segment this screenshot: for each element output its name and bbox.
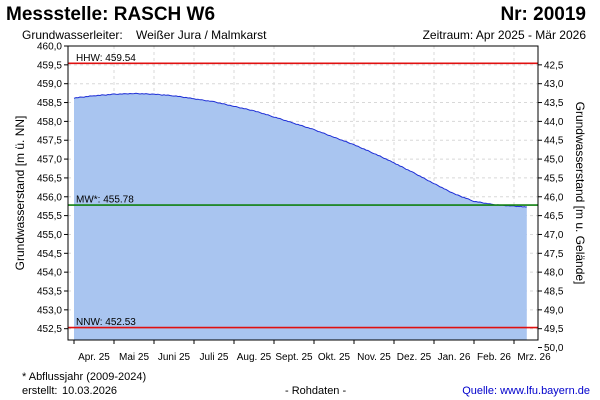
created-label: erstellt:	[22, 385, 58, 397]
y-axis-title: Grundwasserstand [m ü. NN]	[13, 116, 27, 271]
area-layer	[73, 92, 527, 340]
station-number: Nr: 20019	[500, 4, 586, 25]
y2-tick-label: 46,0	[544, 192, 564, 203]
y2-tick-label: 44,0	[544, 117, 564, 128]
y2-tick-label: 45,5	[544, 173, 564, 184]
y-tick-label: 458,0	[37, 117, 62, 128]
y2-tick-label: 46,5	[544, 211, 564, 222]
y-tick-label: 454,5	[37, 249, 62, 260]
y-tick-label: 459,0	[37, 79, 62, 90]
station-title: Messstelle: RASCH W6	[6, 4, 216, 25]
x-tick-label: Jan. 26	[438, 352, 471, 363]
water-level-area	[74, 93, 527, 340]
y2-tick-label: 42,5	[544, 60, 564, 71]
y2-tick-label: 49,0	[544, 305, 564, 316]
period-label: Zeitraum: Apr 2025 - Mär 2026	[422, 28, 586, 42]
y2-tick-label: 45,0	[544, 155, 564, 166]
y2-tick-label: 47,5	[544, 249, 564, 260]
y2-tick-label: 48,0	[544, 268, 564, 279]
aquifer-value: Weißer Jura / Malmkarst	[136, 28, 267, 42]
y2-tick-label: 49,5	[544, 324, 564, 335]
y-tick-label: 457,0	[37, 155, 62, 166]
mw-line-label: MW*: 455.78	[76, 195, 134, 206]
x-tick-label: Dez. 25	[397, 352, 432, 363]
y-tick-label: 457,5	[37, 136, 62, 147]
y2-axis-title: Grundwasserstand [m u. Gelände]	[573, 102, 587, 285]
y-tick-label: 454,0	[37, 268, 62, 279]
reference-lines: HHW: 459.54 MW*: 455.78 NNW: 452.53	[68, 53, 538, 329]
x-tick-label: Juni 25	[158, 352, 191, 363]
y2-tick-label: 48,5	[544, 287, 564, 298]
y-tick-label: 453,0	[37, 305, 62, 316]
y-tick-label: 456,5	[37, 173, 62, 184]
x-tick-label: Aug. 25	[237, 352, 272, 363]
footnote: * Abflussjahr (2009-2024)	[22, 371, 147, 383]
y-tick-label: 459,5	[37, 60, 62, 71]
x-tick-label: Juli 25	[200, 352, 229, 363]
source-link[interactable]: www.lfu.bayern.de	[500, 385, 590, 397]
y2-tick-label: 47,0	[544, 230, 564, 241]
x-tick-label: Mrz. 26	[517, 352, 551, 363]
source[interactable]: Quelle: www.lfu.bayern.de	[462, 385, 590, 397]
created-date: 10.03.2026	[62, 385, 118, 397]
y-tick-label: 452,5	[37, 324, 62, 335]
y-tick-label: 456,0	[37, 192, 62, 203]
aquifer-label: Grundwasserleiter:	[22, 28, 123, 42]
x-tick-label: Mai 25	[119, 352, 149, 363]
y-tick-label: 458,5	[37, 98, 62, 109]
y2-tick-label: 50,0	[544, 343, 564, 354]
hhw-line-label: HHW: 459.54	[76, 53, 136, 64]
y2-tick-label: 44,5	[544, 136, 564, 147]
x-tick-label: Feb. 26	[477, 352, 511, 363]
y-tick-label: 460,0	[37, 42, 62, 53]
y-tick-label: 455,0	[37, 230, 62, 241]
tick-labels: 460,0 459,5 459,0 458,5 458,0 457,5 457,0 456,5…	[13, 42, 587, 364]
data-status: - Rohdaten -	[285, 385, 347, 397]
x-tick-label: Okt. 25	[318, 352, 351, 363]
y2-tick-label: 43,5	[544, 98, 564, 109]
x-tick-label: Sept. 25	[275, 352, 313, 363]
y2-tick-label: 43,0	[544, 79, 564, 90]
water-level-line	[73, 92, 527, 208]
axes	[64, 45, 542, 349]
y-tick-label: 455,5	[37, 211, 62, 222]
y-tick-label: 453,5	[37, 287, 62, 298]
plot-frame	[67, 45, 539, 341]
source-prefix: Quelle:	[462, 385, 498, 397]
nnw-line-label: NNW: 452.53	[76, 317, 136, 328]
x-tick-label: Apr. 25	[78, 352, 110, 363]
x-tick-label: Nov. 25	[357, 352, 391, 363]
